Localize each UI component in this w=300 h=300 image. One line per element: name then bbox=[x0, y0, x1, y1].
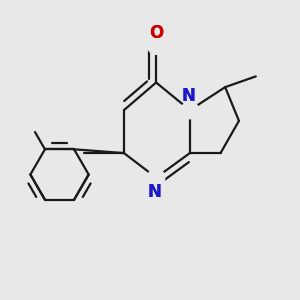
Text: N: N bbox=[182, 87, 195, 105]
Text: O: O bbox=[149, 24, 163, 42]
Circle shape bbox=[148, 169, 165, 186]
Text: O: O bbox=[149, 24, 163, 42]
Text: N: N bbox=[148, 183, 161, 201]
Text: N: N bbox=[182, 87, 195, 105]
Circle shape bbox=[181, 101, 199, 119]
Circle shape bbox=[148, 37, 165, 54]
Text: N: N bbox=[148, 183, 161, 201]
